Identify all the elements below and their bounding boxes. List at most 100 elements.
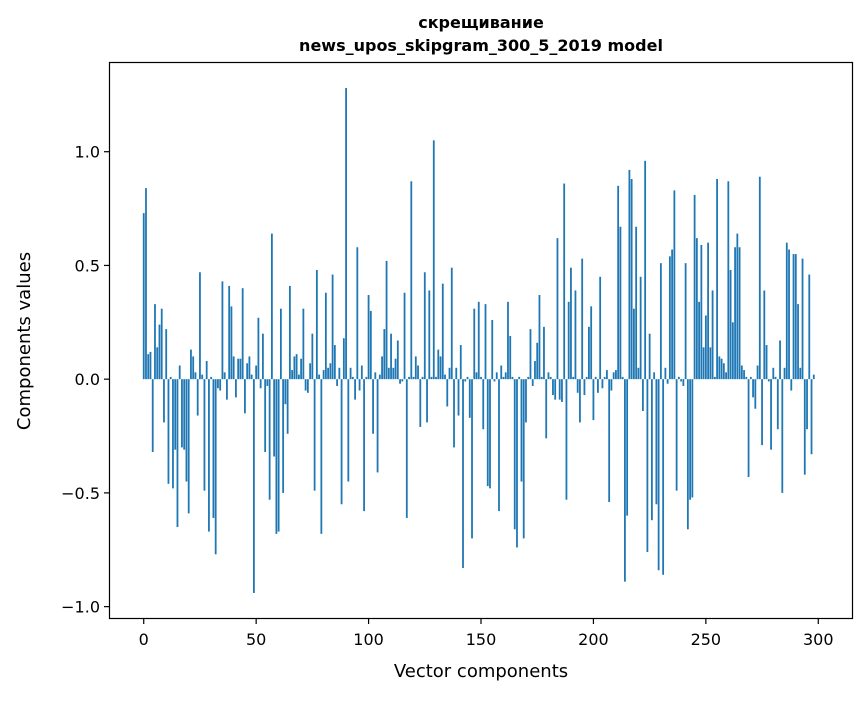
bar-192 (574, 290, 577, 380)
bar-31 (212, 379, 215, 518)
bar-46 (246, 363, 249, 380)
bar-61 (279, 308, 282, 380)
bar-147 (473, 308, 476, 380)
bar-84 (331, 274, 334, 380)
bar-290 (794, 254, 797, 380)
bar-85 (333, 345, 336, 380)
bar-58 (273, 379, 276, 457)
bar-106 (381, 356, 383, 380)
chart-title: скрещивание (418, 13, 544, 32)
bar-185 (558, 379, 561, 400)
bar-5 (154, 304, 156, 380)
bar-157 (495, 372, 498, 380)
bar-197 (585, 376, 588, 380)
bar-62 (282, 379, 285, 493)
bar-286 (785, 242, 788, 380)
bar-179 (545, 379, 548, 439)
x-tick-label: 100 (353, 630, 384, 649)
bar-238 (677, 376, 680, 380)
bar-80 (322, 370, 325, 380)
bar-33 (217, 379, 219, 389)
bar-293 (801, 258, 804, 380)
bar-166 (516, 379, 518, 548)
x-tick-label: 250 (691, 630, 722, 649)
bar-30 (210, 376, 213, 380)
bar-188 (565, 379, 568, 500)
x-tick-label: 0 (139, 630, 149, 649)
bar-134 (444, 374, 446, 380)
bar-178 (543, 326, 545, 380)
bar-67 (293, 356, 296, 380)
bar-44 (241, 288, 244, 380)
bar-55 (266, 379, 269, 386)
bar-54 (264, 379, 267, 452)
bar-103 (374, 372, 377, 380)
bar-117 (405, 379, 408, 518)
bar-195 (581, 258, 584, 380)
bar-212 (619, 226, 622, 380)
bar-227 (653, 372, 656, 380)
bar-202 (597, 379, 599, 393)
bar-175 (536, 342, 539, 380)
bar-285 (783, 367, 786, 380)
bar-10 (165, 329, 168, 380)
bar-1 (145, 188, 147, 380)
bar-20 (187, 379, 190, 514)
bar-199 (590, 306, 593, 380)
bar-123 (419, 379, 422, 427)
bar-248 (700, 244, 703, 380)
bar-29 (208, 379, 210, 532)
bar-133 (441, 283, 444, 380)
bar-3 (149, 351, 152, 380)
bar-38 (228, 285, 231, 380)
x-tick-label: 50 (246, 630, 266, 649)
bar-11 (167, 379, 170, 484)
bar-217 (630, 179, 633, 380)
bar-76 (313, 379, 316, 491)
bar-266 (740, 365, 743, 380)
bar-118 (408, 376, 410, 380)
bar-214 (624, 379, 626, 582)
y-axis-label: Components values (14, 252, 35, 430)
bar-47 (248, 356, 251, 380)
bar-256 (718, 356, 721, 380)
x-tick-label: 150 (466, 630, 497, 649)
bar-75 (311, 333, 314, 380)
bar-282 (776, 379, 779, 430)
bar-96 (358, 379, 361, 391)
bar-78 (318, 374, 321, 380)
bar-53 (262, 333, 264, 380)
bar-294 (803, 379, 806, 475)
bar-39 (230, 306, 233, 380)
bar-258 (722, 363, 725, 380)
bar-153 (486, 379, 489, 487)
bar-169 (522, 379, 525, 539)
bar-66 (291, 370, 294, 380)
bar-82 (327, 367, 329, 380)
bar-257 (720, 358, 723, 380)
bar-140 (457, 379, 460, 416)
bar-127 (428, 290, 431, 380)
bar-279 (770, 379, 772, 450)
y-tick-label: −0.5 (61, 484, 100, 503)
bar-164 (511, 376, 514, 380)
bar-48 (250, 374, 253, 380)
bar-108 (385, 260, 388, 380)
bar-207 (608, 379, 611, 502)
bar-104 (376, 379, 379, 473)
bar-247 (698, 301, 700, 380)
y-tick-label: −1.0 (61, 598, 100, 617)
bar-131 (437, 349, 440, 380)
bar-130 (435, 376, 437, 380)
bar-113 (396, 340, 399, 380)
bar-187 (563, 183, 566, 380)
bar-69 (297, 374, 300, 380)
bar-180 (547, 372, 550, 380)
y-tick-label: 0.0 (75, 370, 100, 389)
bar-98 (363, 379, 365, 512)
bar-186 (561, 379, 563, 402)
bar-230 (659, 263, 662, 380)
bar-262 (731, 322, 734, 380)
bar-253 (711, 290, 714, 380)
bar-184 (556, 238, 559, 380)
